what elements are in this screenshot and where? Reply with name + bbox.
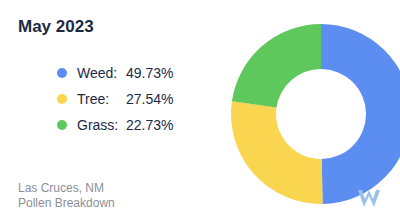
footer-text: Pollen Breakdown — [18, 196, 115, 210]
footer-text: Las Cruces, NM — [18, 181, 104, 195]
legend-swatch — [57, 120, 67, 130]
slice — [321, 24, 400, 204]
slice — [231, 101, 323, 204]
title: May 2023 — [18, 17, 94, 36]
logo — [358, 190, 380, 207]
slices — [231, 24, 400, 204]
legend-swatch — [57, 68, 67, 78]
chart: May 2023 Weed: 49.73% Tree: 27.54% Grass: 22.7… — [0, 0, 400, 224]
legend-value: 27.54% — [126, 91, 173, 107]
legend-label: Grass: — [77, 117, 118, 133]
legend-value: 22.73% — [126, 117, 173, 133]
slice — [232, 24, 321, 108]
legend-value: 49.73% — [126, 65, 173, 81]
legend-label: Weed: — [77, 65, 117, 81]
legend-swatch — [57, 94, 67, 104]
legend: Weed: 49.73% Tree: 27.54% Grass: 22.73% — [57, 65, 173, 133]
legend-label: Tree: — [77, 91, 109, 107]
